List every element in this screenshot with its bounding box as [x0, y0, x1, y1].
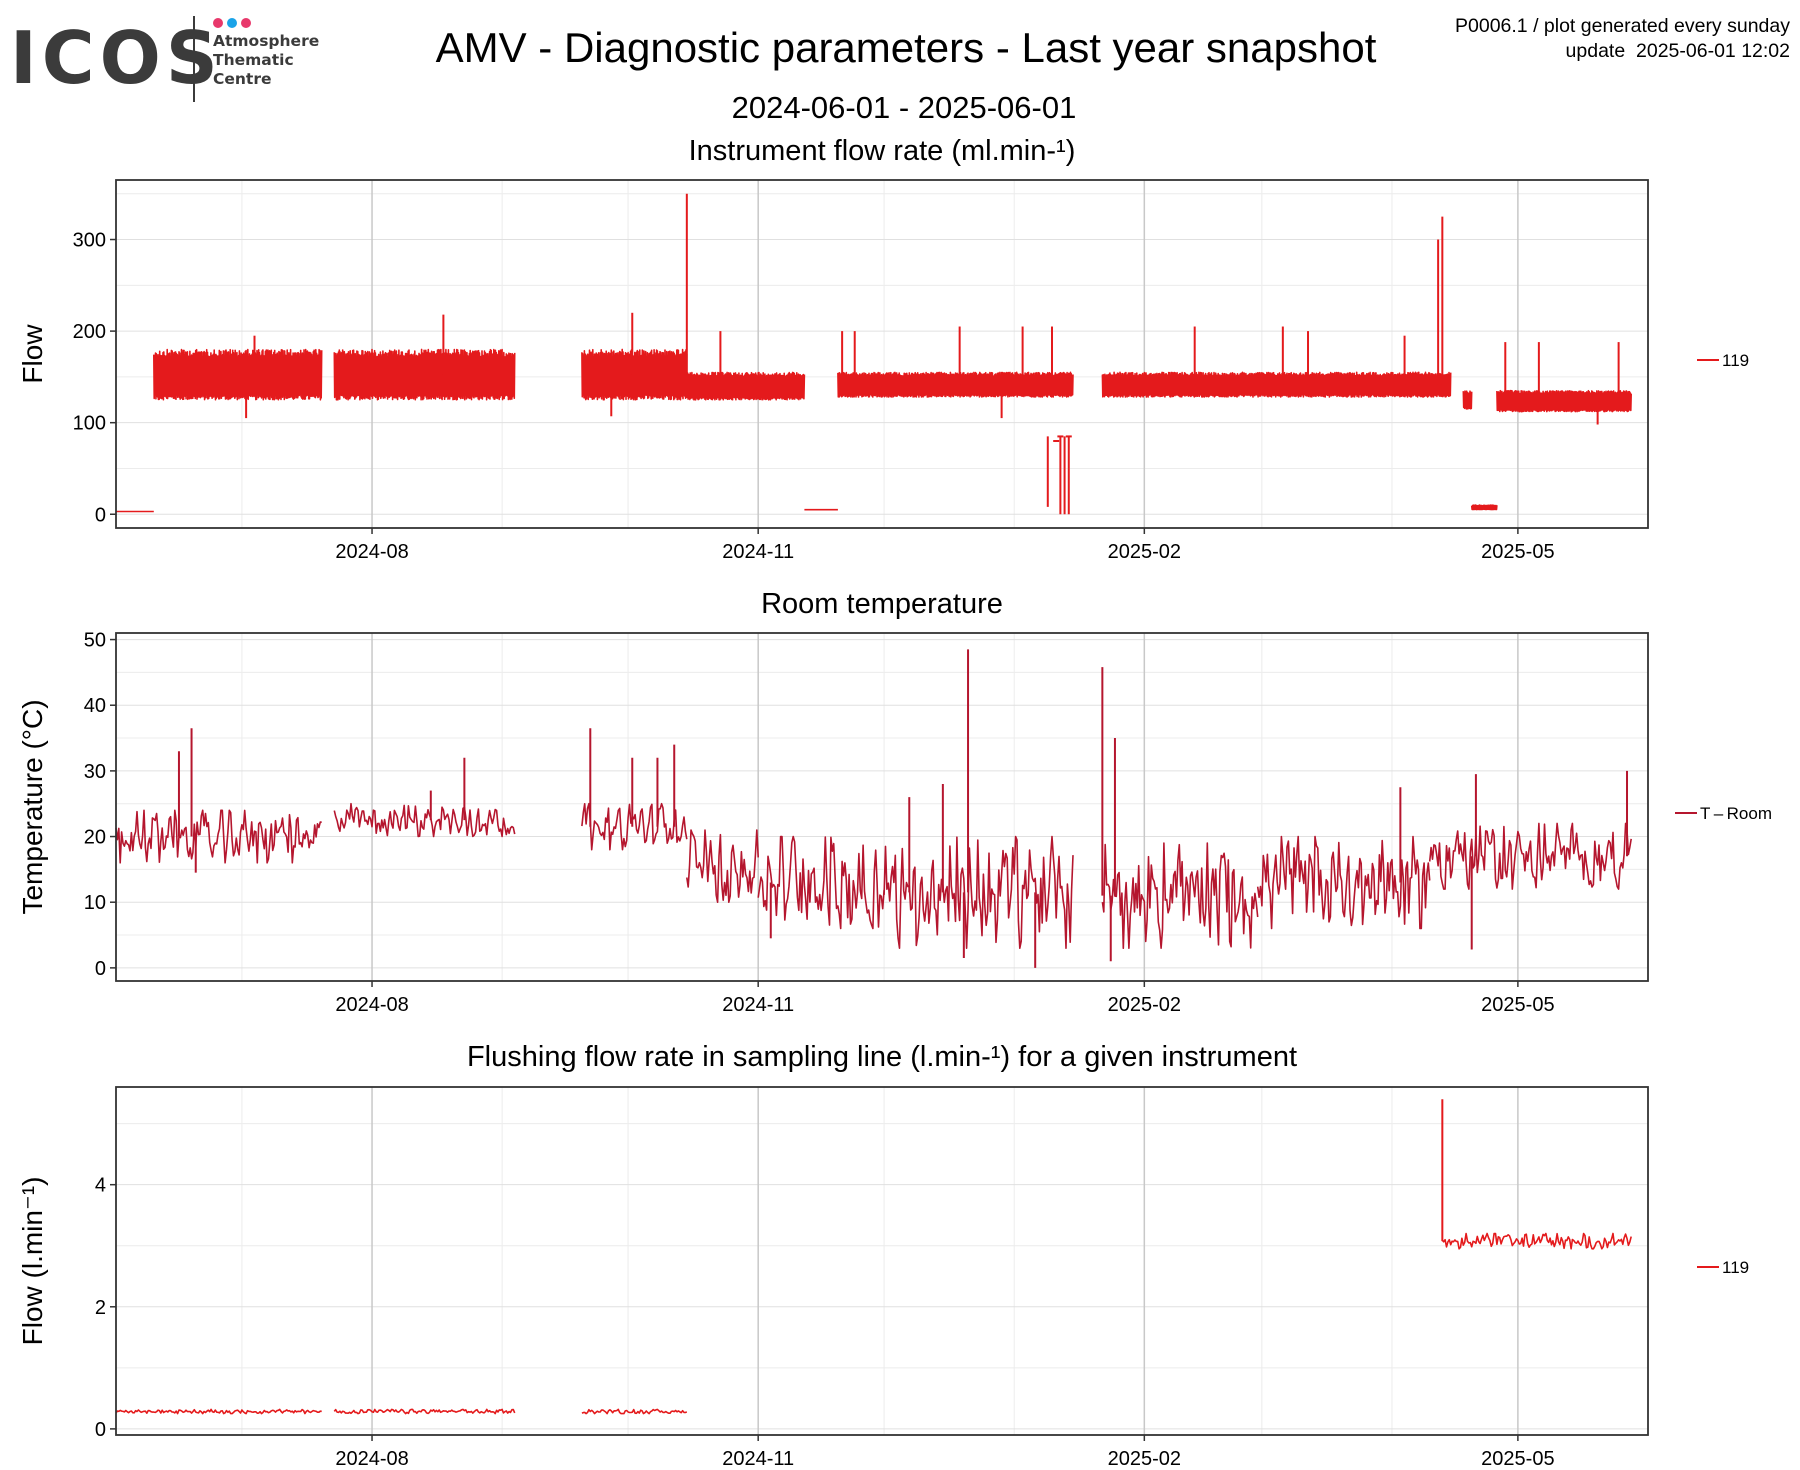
- date-range: 2024-06-01 - 2025-06-01: [0, 90, 1800, 126]
- logo-wordmark: ICOS: [10, 16, 223, 100]
- panel-title: Instrument flow rate (ml.min-¹): [689, 135, 1076, 167]
- y-tick-label: 0: [95, 958, 106, 980]
- x-tick-label: 2024-11: [722, 994, 794, 1016]
- logo-divider: [193, 16, 195, 102]
- y-tick-label: 300: [73, 230, 106, 252]
- series-segment: [1496, 389, 1632, 413]
- x-tick-label: 2025-05: [1481, 541, 1554, 563]
- logo-subtitle-line: Centre: [213, 70, 272, 88]
- series-segment: [1256, 835, 1431, 930]
- series-segment: [333, 348, 516, 401]
- legend-label: T – Room: [1700, 804, 1772, 823]
- series-segment: [581, 1408, 688, 1415]
- series-segment: [686, 829, 759, 903]
- y-axis-title: Flow: [17, 324, 48, 384]
- chart-panel-2: Room temperature 0 10 20 30 40 50 2024-08 2024-1…: [17, 588, 1772, 1016]
- series-segment: [1101, 371, 1452, 398]
- x-tick-label: 2025-02: [1108, 1448, 1181, 1470]
- x-tick-label: 2024-08: [335, 541, 408, 563]
- series-2: [115, 1099, 1632, 1415]
- y-tick-label: 0: [95, 1419, 106, 1441]
- series-segment: [115, 809, 322, 864]
- series-segment: [333, 802, 516, 838]
- logo-subtitle-line: Atmosphere: [213, 32, 320, 50]
- panel-title: Room temperature: [761, 588, 1003, 620]
- panel-border: [115, 632, 1649, 982]
- page-title: AMV - Diagnostic parameters - Last year …: [0, 24, 1800, 72]
- grid: [116, 180, 1648, 528]
- chart-panel-3: Flushing flow rate in sampling line (l.m…: [17, 1041, 1749, 1470]
- series-segment: [581, 802, 688, 851]
- series-segment: [115, 1408, 322, 1415]
- y-tick-label: 20: [84, 827, 106, 849]
- x-tick-label: 2025-02: [1108, 541, 1181, 563]
- y-tick-label: 2: [95, 1297, 106, 1319]
- series-segment: [333, 1408, 516, 1415]
- series-0: [115, 193, 1632, 515]
- logo-subtitle-line: Thematic: [213, 51, 294, 69]
- x-tick-label: 2025-05: [1481, 994, 1554, 1016]
- legend-label: 119: [1722, 351, 1749, 370]
- y-tick-label: 10: [84, 892, 106, 914]
- y-tick-label: 4: [95, 1175, 106, 1197]
- series-segment: [1101, 842, 1259, 949]
- series-segment: [1462, 390, 1473, 410]
- series-1: [115, 649, 1632, 968]
- series-segment: [1441, 1232, 1632, 1250]
- y-tick-label: 200: [73, 321, 106, 343]
- panel-border: [115, 179, 1649, 529]
- legend-label: 119: [1722, 1258, 1749, 1277]
- grid: [116, 633, 1648, 981]
- series-segment: [686, 371, 806, 401]
- panel-title: Flushing flow rate in sampling line (l.m…: [467, 1041, 1297, 1073]
- grid: [116, 1087, 1648, 1435]
- y-axis-title: Flow (l.min⁻¹): [17, 1177, 48, 1346]
- y-axis-title: Temperature (°C): [17, 699, 48, 914]
- x-tick-label: 2024-11: [722, 1448, 794, 1470]
- x-tick-label: 2024-08: [335, 994, 408, 1016]
- logo-dot-2: [227, 18, 237, 28]
- y-tick-label: 30: [84, 761, 106, 783]
- x-tick-label: 2025-05: [1481, 1448, 1554, 1470]
- x-tick-label: 2024-08: [335, 1448, 408, 1470]
- logo-dot-1: [213, 18, 223, 28]
- plot-meta-line2: update 2025-06-01 12:02: [1565, 40, 1790, 62]
- series-segment: [581, 348, 688, 401]
- series-segment: [883, 835, 1074, 949]
- date-range-text: 2024-06-01 - 2025-06-01: [731, 90, 1077, 125]
- y-tick-label: 50: [84, 630, 106, 652]
- series-segment: [837, 371, 1074, 398]
- y-tick-label: 0: [95, 504, 106, 526]
- logo-dot-3: [241, 18, 251, 28]
- x-tick-label: 2024-11: [722, 541, 794, 563]
- logo-subtitle: Atmosphere Thematic Centre: [213, 32, 319, 89]
- series-segment: [1470, 504, 1498, 511]
- logo-dots: [213, 15, 255, 33]
- page-title-text: AMV - Diagnostic parameters - Last year …: [435, 24, 1377, 71]
- series-segment: [153, 348, 323, 401]
- y-tick-label: 100: [73, 413, 106, 435]
- plot-meta-line1: P0006.1 / plot generated every sunday: [1455, 15, 1790, 37]
- x-tick-label: 2025-02: [1108, 994, 1181, 1016]
- chart-panel-1: Instrument flow rate (ml.min-¹) 0 100 200 30…: [17, 135, 1749, 563]
- panel-border: [115, 1086, 1649, 1436]
- series-segment: [1428, 822, 1632, 890]
- y-tick-label: 40: [84, 695, 106, 717]
- plot-meta: P0006.1 / plot generated every sunday up…: [1455, 14, 1790, 64]
- series-segment: [757, 835, 885, 930]
